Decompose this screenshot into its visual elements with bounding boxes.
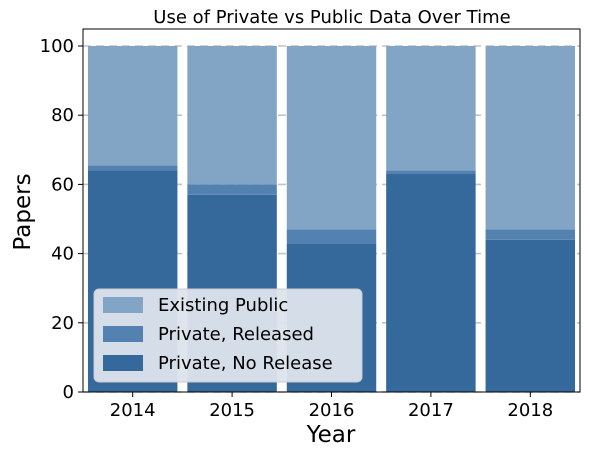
bar-segment <box>286 229 377 244</box>
y-tick-label: 60 <box>51 174 74 195</box>
legend: Existing Public Private, Released Private,… <box>93 288 363 383</box>
bar-segment <box>386 170 476 175</box>
y-ticks: 0 20 40 60 80 100 <box>40 36 83 403</box>
x-tick-label: 2015 <box>209 400 255 421</box>
chart-title: Use of Private vs Public Data Over Time <box>153 7 510 28</box>
legend-swatch <box>103 326 143 342</box>
x-ticks: 2014 2015 2016 2017 2018 <box>110 392 553 421</box>
y-tick-label: 0 <box>63 382 74 403</box>
bar-segment <box>485 46 576 230</box>
legend-swatch <box>103 355 143 371</box>
x-tick-label: 2014 <box>110 400 156 421</box>
y-tick-label: 80 <box>51 105 74 126</box>
bar-segment <box>386 174 476 392</box>
legend-label: Private, Released <box>158 324 314 345</box>
legend-label: Private, No Release <box>158 353 333 374</box>
bar-segment <box>485 229 576 240</box>
legend-box <box>93 288 363 383</box>
x-tick-label: 2018 <box>507 400 553 421</box>
bar-segment <box>187 184 277 195</box>
bar-segment <box>187 46 277 185</box>
bar-segment <box>87 46 178 166</box>
y-tick-label: 40 <box>51 244 74 265</box>
y-axis-label: Papers <box>10 173 36 250</box>
bar-segment <box>485 239 576 392</box>
legend-swatch <box>103 297 143 313</box>
x-tick-label: 2017 <box>408 400 454 421</box>
x-tick-label: 2016 <box>309 400 355 421</box>
y-tick-label: 20 <box>51 313 74 334</box>
y-tick-label: 100 <box>40 36 74 57</box>
bar-segment <box>87 165 178 171</box>
bar-segment <box>386 46 476 171</box>
bar-segment <box>286 46 377 230</box>
legend-label: Existing Public <box>158 295 288 316</box>
x-axis-label: Year <box>306 422 356 448</box>
